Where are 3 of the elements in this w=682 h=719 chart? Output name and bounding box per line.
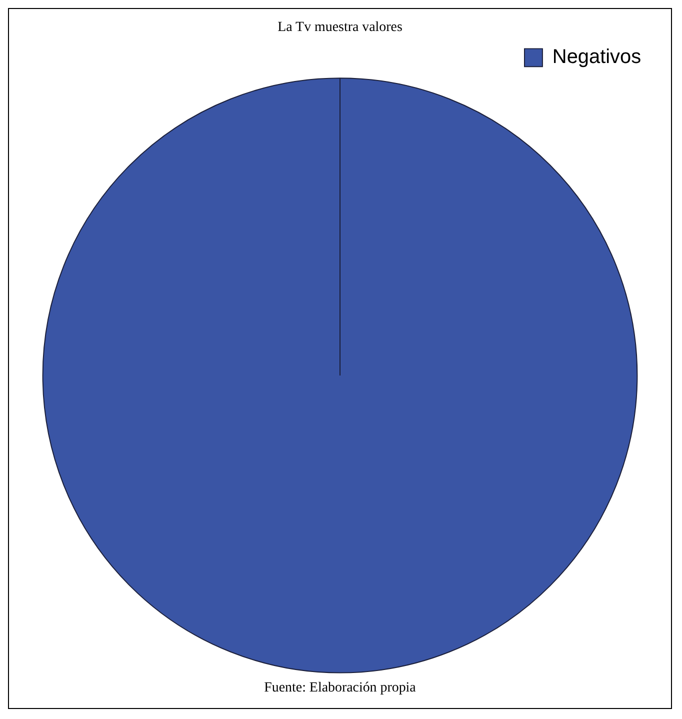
chart-title: La Tv muestra valores	[278, 20, 402, 36]
source-note: Fuente: Elaboración propia	[264, 680, 416, 696]
legend-label: Negativos	[552, 46, 642, 68]
